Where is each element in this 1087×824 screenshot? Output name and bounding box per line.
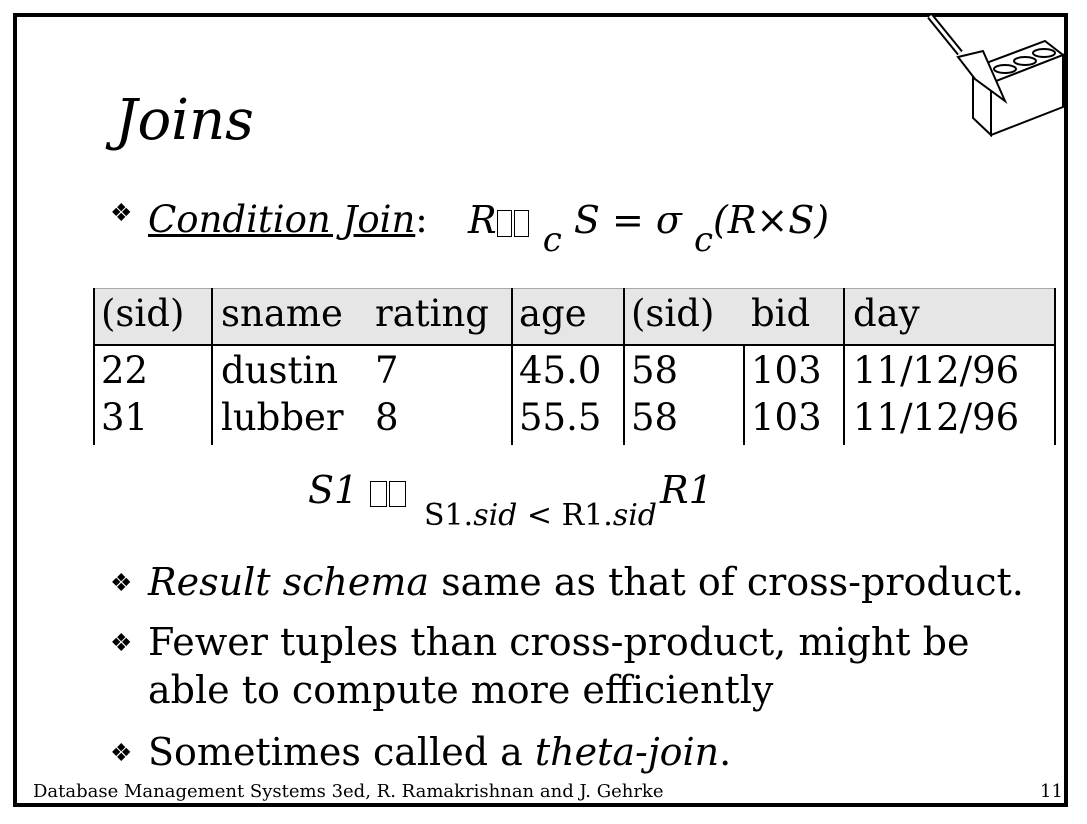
bullet-1-italic: Result schema <box>148 560 430 604</box>
example-subscript: S1.sid < R1.sid <box>424 498 657 533</box>
subscript-sid: sid <box>473 498 518 533</box>
bullet-1-icon-wrap: ❖ <box>110 568 132 597</box>
bullet-2-line-1: Fewer tuples than cross-product, might b… <box>148 620 970 664</box>
subscript-sid2: sid <box>612 498 658 533</box>
subscript-lt: < R1. <box>517 498 613 533</box>
bullet-diamond-icon: ❖ <box>110 738 133 767</box>
table-cell: 103 <box>751 349 822 392</box>
bullet-diamond-icon: ❖ <box>110 628 133 657</box>
bullet-3-text: Sometimes called a theta-join. <box>148 730 731 774</box>
table-cell: 58 <box>631 349 679 392</box>
header-sid-2: (sid) <box>631 292 715 335</box>
bullet-3-italic: theta-join <box>534 730 720 774</box>
table-cell: 7 <box>375 349 399 392</box>
bullet-1-rest: same as that of cross-product. <box>429 560 1024 604</box>
table-cell: dustin <box>221 349 339 392</box>
trowel-brick-logo-icon <box>927 13 1066 138</box>
bullet-2-line-2: able to compute more efficiently <box>148 668 774 712</box>
example-right: R1 <box>660 468 713 512</box>
table-cell: 22 <box>101 349 149 392</box>
page-number: 11 <box>1040 781 1063 802</box>
subscript-s1: S1. <box>424 498 474 533</box>
table-cell: 11/12/96 <box>853 396 1020 439</box>
header-bid: bid <box>751 292 811 335</box>
table-cell: 11/12/96 <box>853 349 1020 392</box>
bullet-diamond-icon: ❖ <box>110 568 133 597</box>
join-symbol-icon <box>496 210 512 237</box>
header-day: day <box>853 292 920 335</box>
table-cell: 31 <box>101 396 149 439</box>
example-join-expression: S1 <box>308 468 408 512</box>
condition-join-line: ❖ <box>110 198 132 227</box>
join-symbol-icon-2 <box>513 210 529 237</box>
formula-subscript-c: c <box>542 220 562 260</box>
bullet-diamond-icon: ❖ <box>110 198 133 227</box>
header-sname: sname <box>221 292 343 335</box>
bullet-3-tail: . <box>719 730 732 774</box>
bullet-2-icon-wrap: ❖ <box>110 628 132 657</box>
condition-join-label: Condition Join <box>148 198 416 241</box>
formula-tail: (R×S) <box>712 198 830 242</box>
bullet-3-lead: Sometimes called a <box>148 730 535 774</box>
example-left: S1 <box>308 468 359 512</box>
table-cell: 45.0 <box>519 349 602 392</box>
slide-title: Joins <box>115 88 254 153</box>
table-cell: lubber <box>221 396 344 439</box>
header-sid: (sid) <box>101 292 185 335</box>
condition-join-formula: R c S = σ c(R×S) <box>468 198 830 260</box>
table-cell: 55.5 <box>519 396 602 439</box>
table-cell: 103 <box>751 396 822 439</box>
table-cell: 58 <box>631 396 679 439</box>
join-symbol-icon-4 <box>389 480 407 507</box>
formula-s-sigma: S = σ <box>573 198 682 242</box>
header-rating: rating <box>375 292 489 335</box>
formula-r: R <box>468 198 497 242</box>
footer-citation: Database Management Systems 3ed, R. Rama… <box>33 781 664 802</box>
condition-join-label-wrap: Condition Join: <box>148 198 428 241</box>
bullet-3-icon-wrap: ❖ <box>110 738 132 767</box>
condition-join-colon: : <box>415 198 428 241</box>
table-header-row <box>93 288 1056 346</box>
header-age: age <box>519 292 587 335</box>
slide-frame <box>13 13 1068 807</box>
join-symbol-icon-3 <box>370 480 388 507</box>
table-cell: 8 <box>375 396 399 439</box>
bullet-1-text: Result schema same as that of cross-prod… <box>148 560 1024 604</box>
formula-subscript-c2: c <box>693 220 713 260</box>
